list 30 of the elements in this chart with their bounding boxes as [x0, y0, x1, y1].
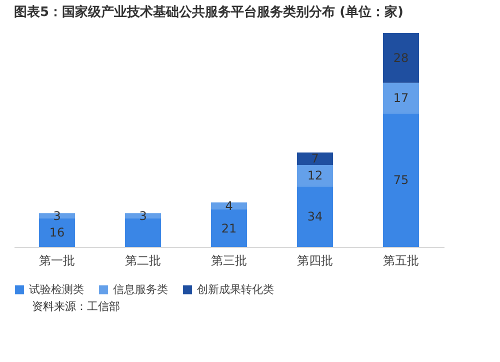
bar	[39, 213, 75, 218]
x-tick-label: 第一批	[39, 254, 75, 268]
bar	[297, 186, 333, 247]
legend-label: 试验检测类	[29, 282, 84, 296]
data-label: 28	[393, 50, 409, 65]
data-label: 34	[307, 210, 323, 224]
bar	[383, 33, 419, 83]
x-tick-label: 第四批	[297, 254, 333, 268]
bar	[383, 113, 419, 247]
data-label: 12	[307, 168, 323, 183]
data-label: 21	[221, 221, 237, 236]
data-label: 17	[393, 91, 409, 106]
x-tick-label: 第三批	[211, 254, 247, 268]
data-label: 3	[139, 208, 147, 223]
data-label: 3	[53, 208, 61, 223]
data-label: 16	[49, 226, 65, 240]
data-label: 7	[311, 152, 319, 166]
bar	[297, 152, 333, 165]
data-label: 75	[393, 173, 409, 188]
legend-label: 信息服务类	[113, 282, 168, 296]
bar	[383, 82, 419, 114]
chart-title: 图表5：国家级产业技术基础公共服务平台服务类别分布 (单位：家)	[14, 4, 404, 20]
data-label: 4	[225, 198, 233, 213]
x-tick-label: 第五批	[383, 254, 419, 268]
x-tick-label: 第二批	[125, 254, 161, 268]
text: 资料来源：工信部	[32, 299, 121, 314]
legend-label: 创新成果转化类	[197, 282, 274, 296]
bar	[297, 164, 333, 186]
bar	[125, 213, 161, 218]
bar	[211, 210, 247, 247]
